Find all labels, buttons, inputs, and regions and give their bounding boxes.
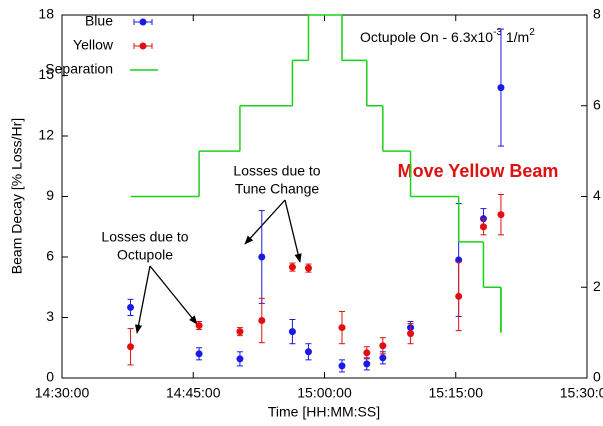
annotation: Octupole On - 6.3x10-3 1/m2 — [360, 27, 535, 45]
annotation: Losses due to — [233, 163, 320, 179]
point — [236, 355, 244, 363]
x-tick-label: 15:00:00 — [297, 385, 352, 401]
y-tick-label: 3 — [46, 308, 54, 324]
point — [338, 362, 346, 370]
annotation: Losses due to — [101, 229, 188, 245]
y2-tick-label: 8 — [593, 6, 601, 22]
y-tick-label: 0 — [46, 369, 54, 385]
point — [407, 330, 415, 338]
point — [304, 348, 312, 356]
y2-tick-label: 2 — [593, 278, 601, 294]
y2-tick-label: 6 — [593, 96, 601, 112]
point — [304, 264, 312, 272]
annotation: Octupole — [117, 247, 173, 263]
x-tick-label: 14:45:00 — [166, 385, 221, 401]
y-tick-label: 15 — [38, 66, 54, 82]
point — [195, 350, 203, 358]
y-tick-label: 12 — [38, 127, 54, 143]
point — [127, 343, 135, 351]
legend-label: Separation — [45, 61, 113, 77]
x-tick-label: 15:30:00 — [560, 385, 603, 401]
point — [363, 349, 371, 357]
legend-label: Blue — [85, 13, 113, 29]
y-axis-label: Beam Decay [% Loss/Hr] — [9, 118, 25, 274]
point — [363, 360, 371, 368]
legend-label: Yellow — [73, 37, 114, 53]
point — [258, 317, 266, 325]
legend-swatch — [139, 18, 147, 26]
y2-tick-label: 0 — [593, 369, 601, 385]
point — [288, 263, 296, 271]
x-axis-label: Time [HH:MM:SS] — [268, 404, 380, 420]
y-tick-label: 18 — [38, 6, 54, 22]
point — [338, 324, 346, 332]
point — [258, 253, 266, 261]
legend-swatch — [139, 42, 147, 50]
point — [379, 354, 387, 362]
point — [288, 328, 296, 336]
point — [195, 322, 203, 330]
y-tick-label: 9 — [46, 187, 54, 203]
x-tick-label: 14:30:00 — [35, 385, 90, 401]
y-tick-label: 6 — [46, 248, 54, 264]
point — [497, 211, 505, 219]
y2-tick-label: 4 — [593, 187, 601, 203]
annotation: Move Yellow Beam — [398, 161, 559, 181]
arrows — [134, 199, 302, 334]
point — [127, 303, 135, 311]
point — [455, 292, 463, 300]
x-tick-label: 15:15:00 — [429, 385, 484, 401]
point — [479, 223, 487, 231]
point — [497, 84, 505, 92]
point — [379, 342, 387, 350]
point — [236, 328, 244, 336]
annotation: Tune Change — [235, 181, 320, 197]
